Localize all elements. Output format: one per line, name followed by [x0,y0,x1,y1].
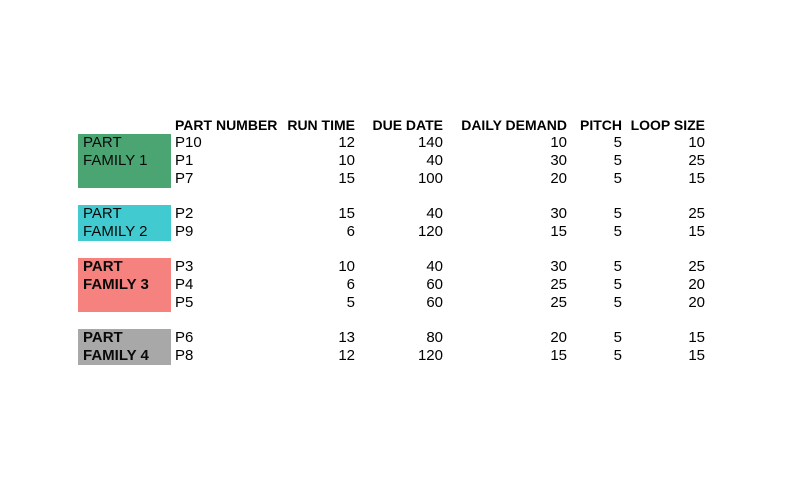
cell-loop-size: 25 [688,152,705,169]
header-daily-demand: DAILY DEMAND [461,117,567,133]
cell-run-time: 10 [338,258,355,275]
part-row: P9 6 120 15 5 15 [78,223,705,241]
cell-pitch: 5 [613,134,622,151]
cell-daily-demand: 15 [550,347,567,364]
cell-daily-demand: 30 [550,205,567,222]
cell-due-date: 40 [426,152,443,169]
cell-pitch: 5 [613,258,622,275]
cell-part-number: P3 [175,258,194,275]
family-label-line: FAMILY 3 [83,276,149,293]
cell-part-number: P5 [175,294,194,311]
group-spacer-cell [78,188,705,205]
family-label-box: PART FAMILY 1 [78,134,171,188]
cell-pitch: 5 [613,223,622,240]
cell-loop-size: 15 [688,347,705,364]
family-label-box: PART FAMILY 2 [78,205,171,241]
header-part-number: PART NUMBER [175,117,278,133]
cell-loop-size: 15 [688,223,705,240]
part-row: P4 6 60 25 5 20 [78,276,705,294]
cell-run-time: 10 [338,152,355,169]
cell-pitch: 5 [613,152,622,169]
cell-loop-size: 25 [688,258,705,275]
part-family-table: PART NUMBER RUN TIME DUE DATE DAILY DEMA… [78,116,705,365]
cell-run-time: 6 [346,276,355,293]
cell-daily-demand: 30 [550,258,567,275]
cell-loop-size: 10 [688,134,705,151]
cell-due-date: 140 [417,134,443,151]
cell-due-date: 80 [426,329,443,346]
cell-part-number: P8 [175,347,194,364]
header-row: PART NUMBER RUN TIME DUE DATE DAILY DEMA… [78,116,705,134]
cell-pitch: 5 [613,294,622,311]
part-row: PART FAMILY 1 P10 12 140 10 5 10 [78,134,705,188]
family-label-box: PART FAMILY 4 [78,329,171,365]
cell-pitch: 5 [613,347,622,364]
cell-due-date: 120 [417,347,443,364]
family-label-line: PART [83,134,122,151]
group-spacer [78,312,705,329]
cell-pitch: 5 [613,276,622,293]
cell-daily-demand: 10 [550,134,567,151]
part-row: PART FAMILY 3 P3 10 40 30 5 25 [78,258,705,312]
cell-part-number: P2 [175,205,194,222]
family-label-line: FAMILY 1 [83,152,148,169]
part-row: PART FAMILY 4 P6 13 80 20 5 15 [78,329,705,365]
cell-pitch: 5 [613,329,622,346]
family-label-line: FAMILY 2 [83,223,148,240]
header-due-date: DUE DATE [372,117,443,133]
cell-run-time: 12 [338,134,355,151]
cell-daily-demand: 25 [550,276,567,293]
part-row: P8 12 120 15 5 15 [78,347,705,365]
family-label-line: PART [83,329,123,346]
part-row: P7 15 100 20 5 15 [78,170,705,188]
cell-part-number: P7 [175,170,194,187]
part-row: PART FAMILY 2 P2 15 40 30 5 25 [78,205,705,241]
cell-run-time: 13 [338,329,355,346]
group-spacer [78,188,705,205]
cell-part-number: P10 [175,134,202,151]
cell-run-time: 6 [346,223,355,240]
cell-due-date: 40 [426,205,443,222]
cell-daily-demand: 15 [550,223,567,240]
family-label-box: PART FAMILY 3 [78,258,171,312]
cell-part-number: P1 [175,152,194,169]
cell-part-number: P4 [175,276,194,293]
family-label-line: PART [83,205,122,222]
cell-pitch: 5 [613,205,622,222]
cell-due-date: 120 [417,223,443,240]
header-loop-size: LOOP SIZE [630,117,705,133]
cell-run-time: 15 [338,170,355,187]
cell-loop-size: 25 [688,205,705,222]
cell-loop-size: 15 [688,329,705,346]
cell-loop-size: 20 [688,294,705,311]
family-label-line: PART [83,258,123,275]
cell-daily-demand: 20 [550,329,567,346]
cell-loop-size: 15 [688,170,705,187]
cell-daily-demand: 20 [550,170,567,187]
header-pitch: PITCH [580,117,622,133]
cell-run-time: 15 [338,205,355,222]
cell-due-date: 40 [426,258,443,275]
cell-run-time: 12 [338,347,355,364]
cell-due-date: 100 [417,170,443,187]
header-spacer [78,116,171,134]
part-row: P5 5 60 25 5 20 [78,294,705,312]
cell-daily-demand: 25 [550,294,567,311]
family-label-line: FAMILY 4 [83,347,149,364]
group-spacer-cell [78,312,705,329]
group-spacer [78,241,705,258]
part-row: P1 10 40 30 5 25 [78,152,705,170]
cell-run-time: 5 [346,294,355,311]
cell-daily-demand: 30 [550,152,567,169]
cell-pitch: 5 [613,170,622,187]
group-spacer-cell [78,241,705,258]
header-run-time: RUN TIME [287,117,355,133]
cell-due-date: 60 [426,276,443,293]
cell-due-date: 60 [426,294,443,311]
cell-part-number: P9 [175,223,194,240]
cell-loop-size: 20 [688,276,705,293]
cell-part-number: P6 [175,329,194,346]
